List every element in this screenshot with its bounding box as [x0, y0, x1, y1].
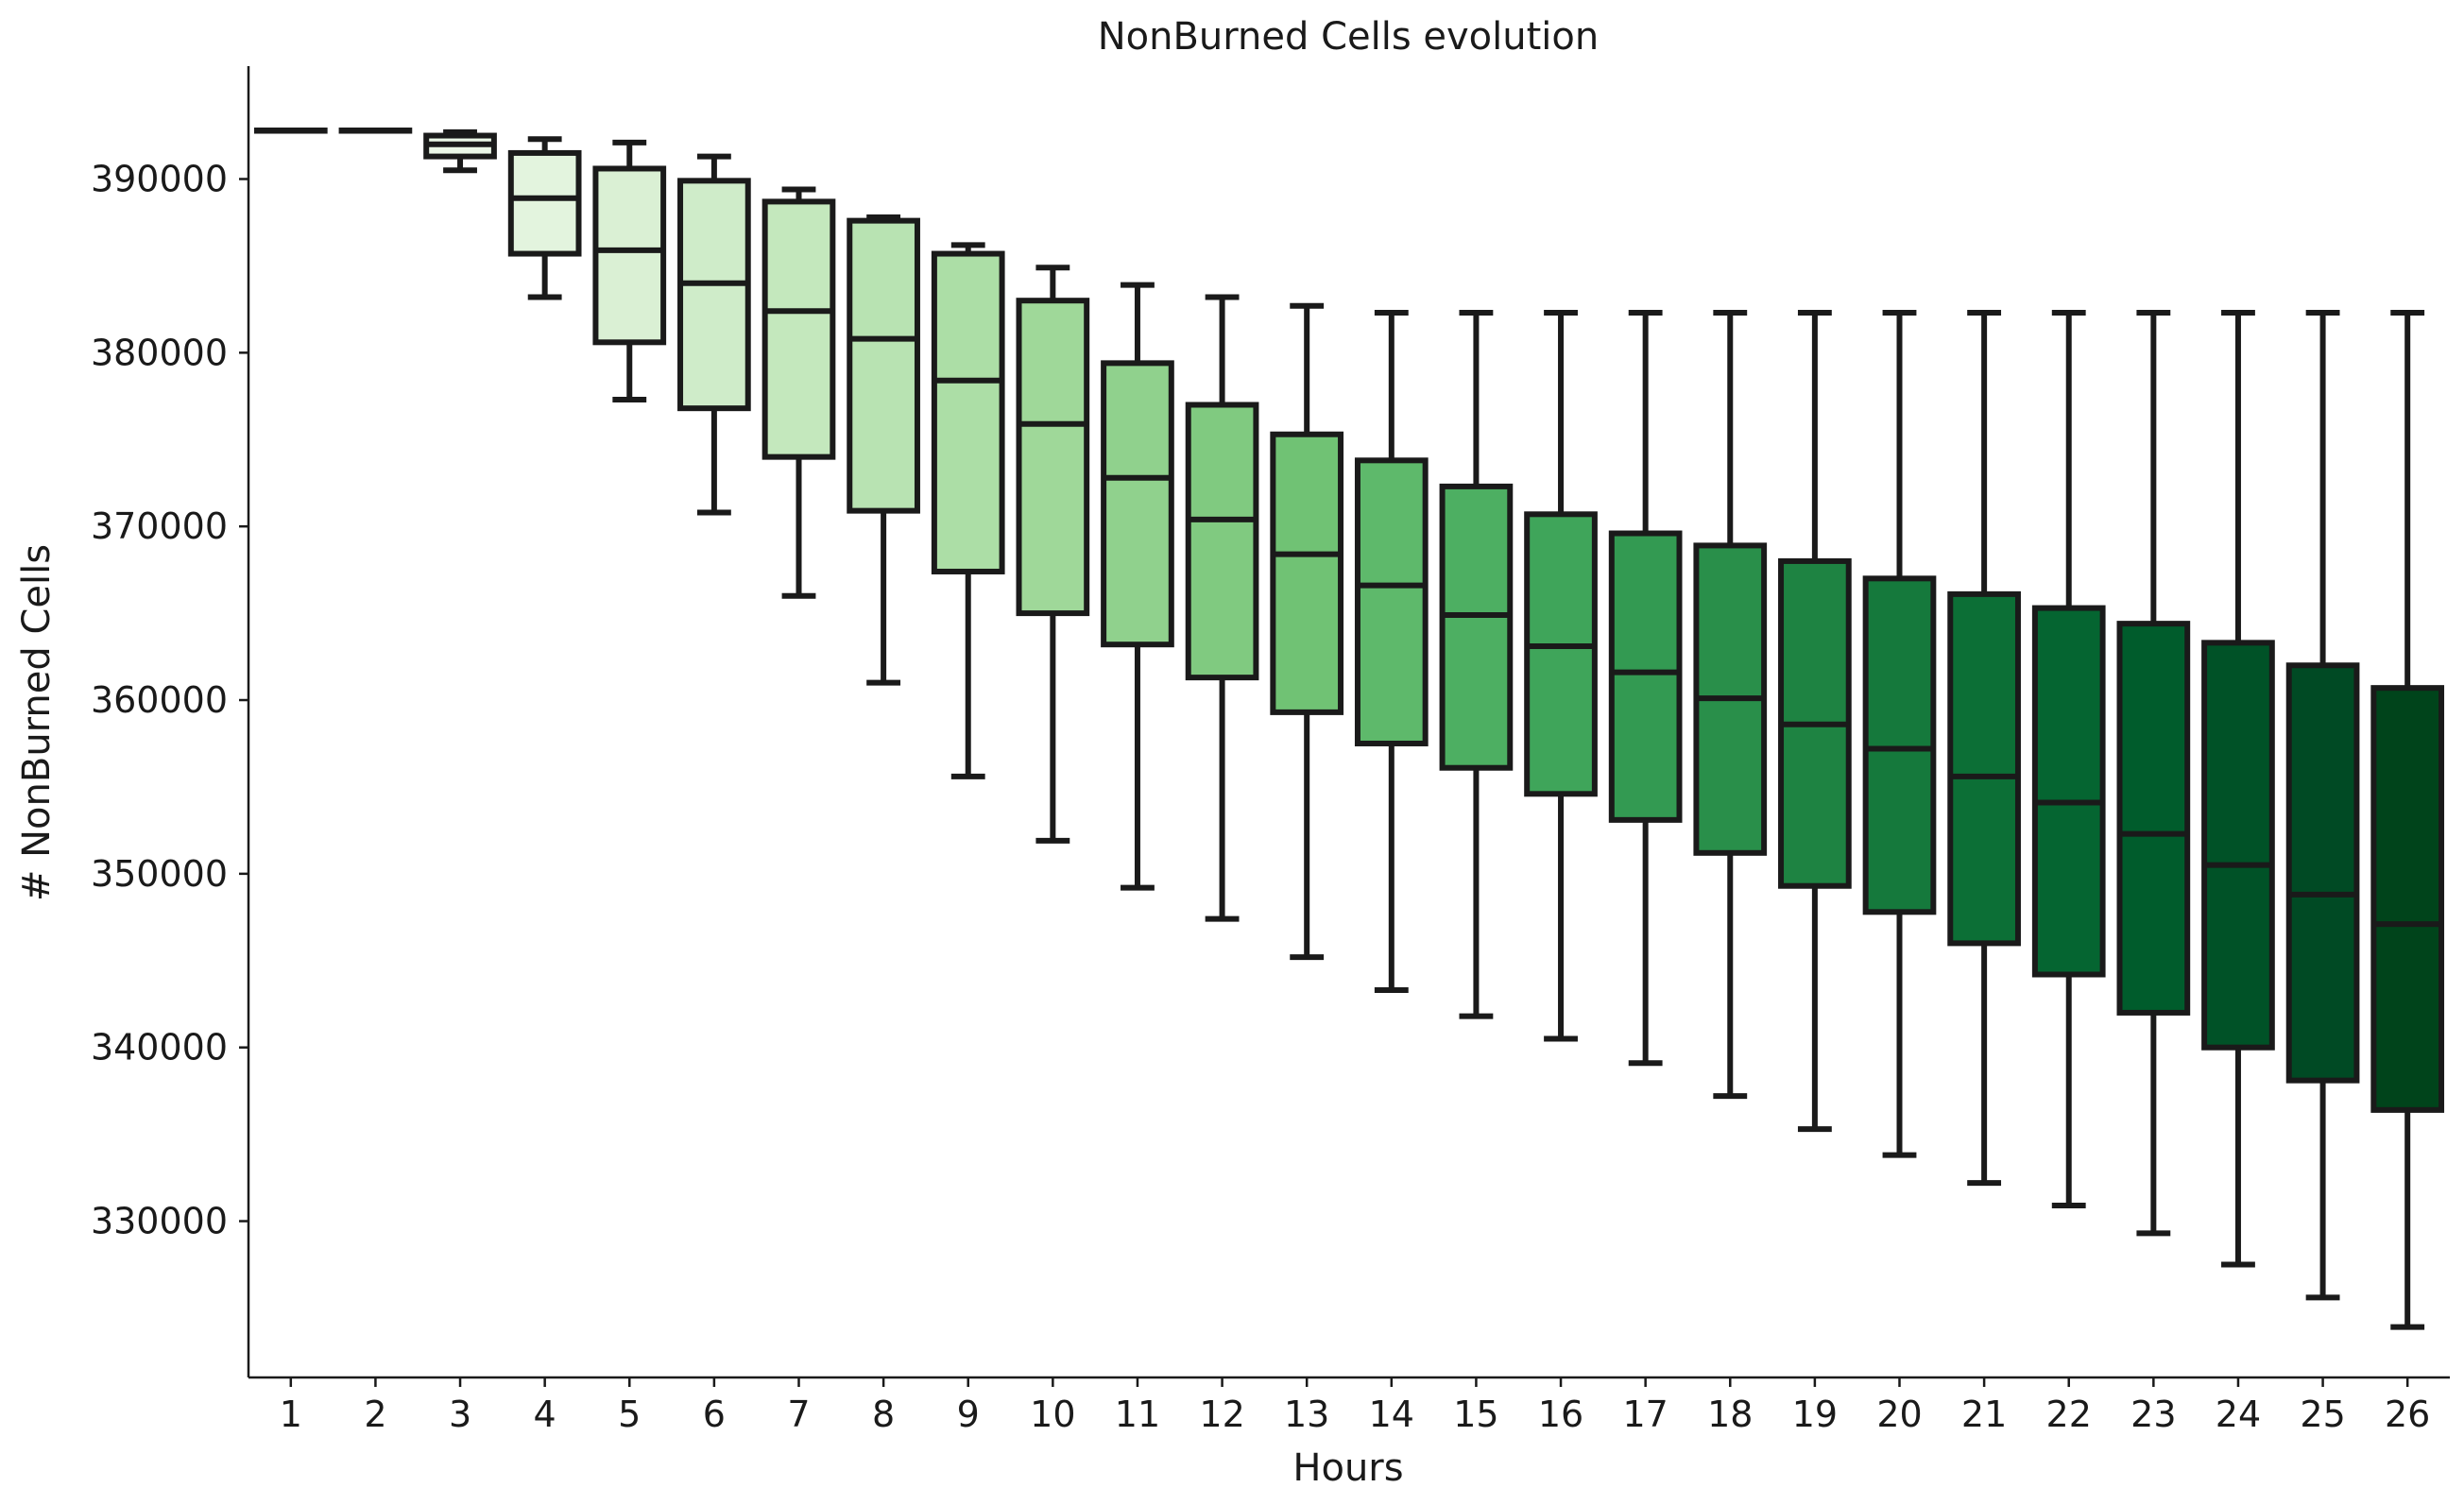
iqr-box	[1101, 360, 1174, 648]
box-hour-19	[1778, 310, 1852, 1133]
y-tick-label: 330000	[91, 1201, 228, 1242]
x-tick-label: 18	[1707, 1394, 1753, 1435]
iqr-box	[1270, 431, 1344, 715]
box-hour-12	[1185, 294, 1259, 922]
iqr-box	[2116, 621, 2191, 1016]
x-tick-label: 26	[2385, 1394, 2430, 1435]
iqr-box	[1354, 457, 1429, 746]
iqr-box	[1185, 402, 1259, 681]
x-tick-label: 3	[449, 1394, 471, 1435]
box-hour-6	[677, 153, 751, 516]
iqr-box	[1947, 590, 2021, 947]
iqr-box	[761, 198, 836, 460]
box-hour-16	[1524, 310, 1598, 1042]
iqr-box	[677, 178, 751, 412]
iqr-box	[507, 149, 582, 257]
box-hour-23	[2116, 310, 2191, 1237]
box-hour-13	[1270, 302, 1344, 961]
iqr-box	[2201, 640, 2275, 1051]
y-tick-label: 380000	[91, 332, 228, 373]
x-tick-label: 14	[1369, 1394, 1414, 1435]
box-hour-25	[2285, 310, 2360, 1301]
x-tick-label: 1	[280, 1394, 302, 1435]
box-hour-2	[338, 128, 413, 134]
iqr-box	[847, 217, 920, 514]
iqr-box	[1862, 575, 1937, 915]
box-hour-17	[1608, 310, 1683, 1067]
x-tick-label: 10	[1030, 1394, 1075, 1435]
box-hour-20	[1862, 310, 1937, 1158]
x-tick-label: 25	[2300, 1394, 2345, 1435]
box-hour-7	[761, 186, 836, 599]
box-series	[253, 128, 2445, 1330]
x-tick-label: 21	[1961, 1394, 2007, 1435]
iqr-box	[1439, 483, 1514, 771]
x-tick-label: 11	[1115, 1394, 1160, 1435]
iqr-box	[1524, 511, 1598, 797]
x-tick-label: 24	[2216, 1394, 2261, 1435]
iqr-box	[931, 250, 1005, 574]
x-axis-label: Hours	[1292, 1446, 1403, 1490]
x-tick-label: 20	[1876, 1394, 1922, 1435]
box-hour-4	[507, 136, 582, 300]
x-tick-label: 19	[1792, 1394, 1838, 1435]
x-tick-label: 9	[957, 1394, 980, 1435]
box-hour-15	[1439, 310, 1514, 1019]
iqr-box	[592, 165, 667, 346]
iqr-box	[2285, 662, 2360, 1084]
axes: 330000 340000 350000 360000 370000 380000 3900…	[91, 66, 2450, 1435]
x-tick-label: 8	[872, 1394, 895, 1435]
box-hour-24	[2201, 310, 2275, 1268]
x-tick-label: 12	[1199, 1394, 1244, 1435]
y-tick-label: 370000	[91, 505, 228, 547]
x-tick-label: 15	[1453, 1394, 1498, 1435]
y-tick-label: 360000	[91, 679, 228, 721]
y-tick-label: 390000	[91, 158, 228, 199]
x-tick-label: 22	[2046, 1394, 2092, 1435]
x-tick-label: 13	[1284, 1394, 1329, 1435]
box-hour-18	[1693, 310, 1768, 1100]
box-hour-14	[1354, 310, 1429, 994]
box-hour-9	[931, 242, 1005, 779]
box-hour-5	[592, 139, 667, 402]
x-tick-label: 16	[1538, 1394, 1583, 1435]
box-hour-3	[423, 128, 497, 174]
iqr-box	[2370, 685, 2445, 1113]
x-tick-label: 4	[534, 1394, 556, 1435]
iqr-box	[1016, 298, 1090, 617]
box-hour-8	[847, 214, 920, 686]
x-tick-label: 23	[2130, 1394, 2176, 1435]
box-hour-1	[253, 128, 328, 134]
y-axis-label: # NonBurned Cells	[15, 544, 59, 901]
box-hour-21	[1947, 310, 2021, 1187]
x-tick-label: 7	[787, 1394, 810, 1435]
chart-title: NonBurned Cells evolution	[1098, 15, 1600, 59]
y-tick-label: 340000	[91, 1027, 228, 1069]
iqr-box	[1608, 530, 1683, 823]
x-tick-label: 17	[1622, 1394, 1668, 1435]
box-hour-10	[1016, 265, 1090, 844]
y-tick-label: 350000	[91, 853, 228, 895]
x-tick-label: 5	[618, 1394, 641, 1435]
x-tick-label: 2	[364, 1394, 386, 1435]
box-hour-22	[2031, 310, 2106, 1208]
box-hour-11	[1101, 282, 1174, 891]
x-tick-label: 6	[703, 1394, 726, 1435]
box-hour-26	[2370, 310, 2445, 1330]
iqr-box	[2031, 605, 2106, 978]
